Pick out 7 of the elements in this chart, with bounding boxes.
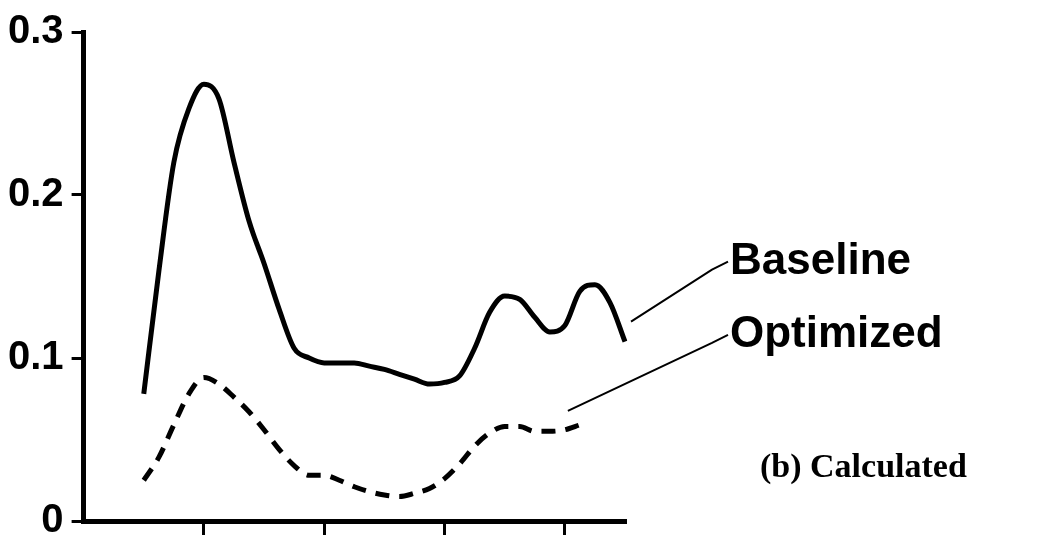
text: Baseline [730, 233, 911, 283]
y-tick-label: 0 [41, 496, 64, 541]
y-tick-label: 0.2 [8, 170, 64, 215]
y-tick-label: 0.3 [8, 7, 64, 52]
text: (b) Calculated [760, 446, 967, 485]
text: Optimized [730, 306, 943, 356]
y-tick-label: 0.1 [8, 333, 64, 378]
